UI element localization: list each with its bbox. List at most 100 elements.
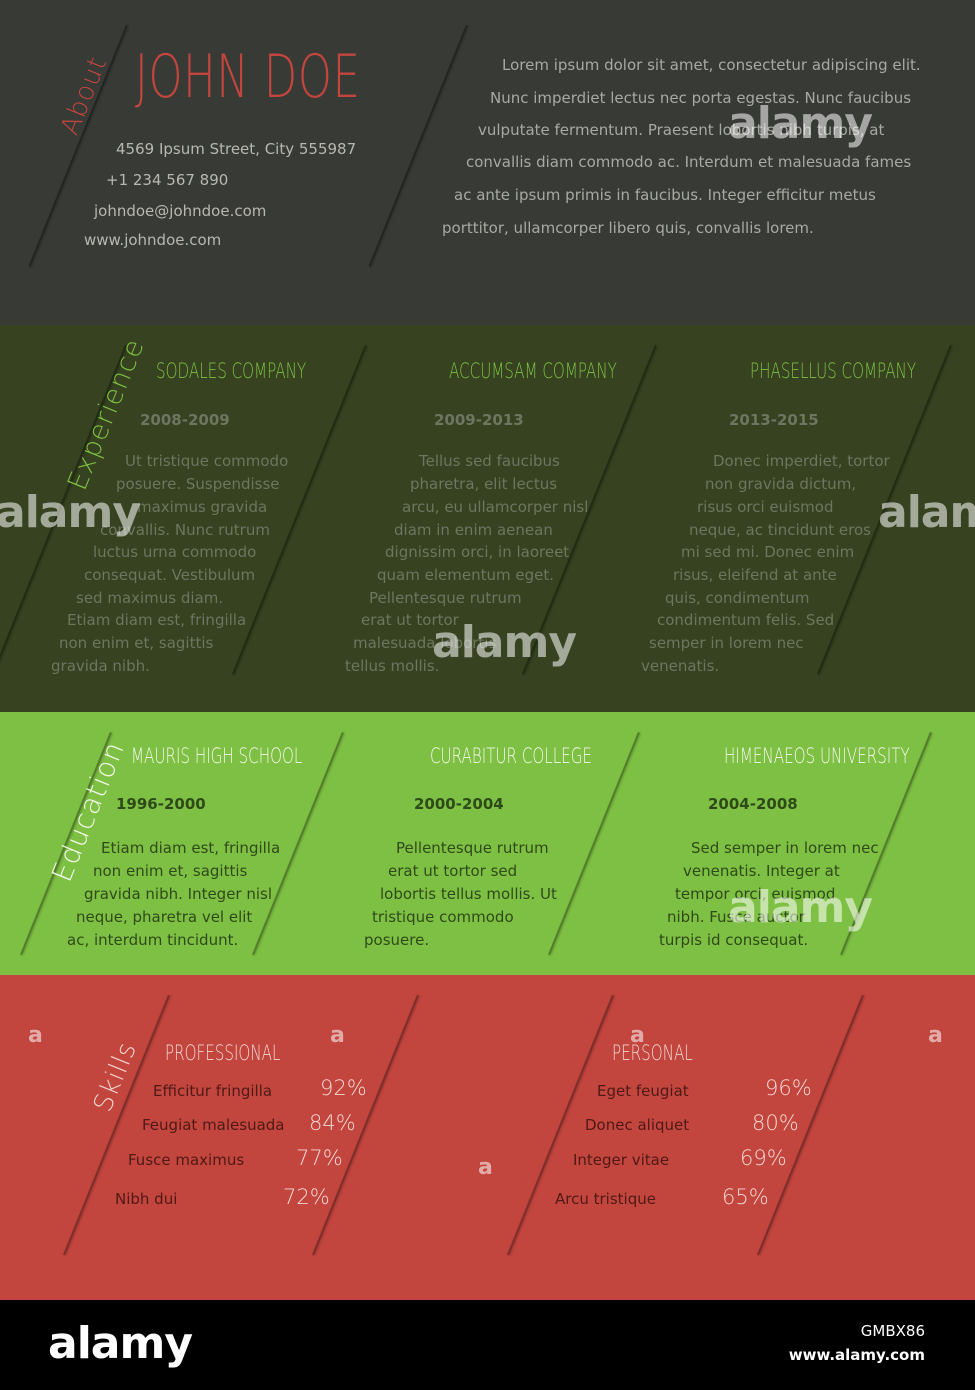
watermark-letter: a — [630, 1023, 645, 1048]
job-text-line: convallis. Nunc rutrum — [100, 521, 270, 539]
job-text-line: diam in enim aenean — [394, 521, 553, 539]
about-text-line: Nunc imperdiet lectus nec porta egestas.… — [490, 89, 912, 107]
site-url: www.alamy.com — [788, 1346, 925, 1364]
skill-label: Feugiat malesuada — [142, 1116, 285, 1134]
school-text-line: Sed semper in lorem nec — [691, 839, 879, 857]
watermark-letter: a — [330, 1023, 345, 1048]
skill-label: Arcu tristique — [555, 1190, 656, 1208]
job-title: SODALES COMPANY — [156, 359, 307, 383]
job-text-line: Etiam diam est, fringilla — [67, 611, 247, 629]
image-code: GMBX86 — [860, 1322, 925, 1340]
watermark-word: alamy — [0, 487, 141, 538]
about-text-line: convallis diam commodo ac. Interdum et m… — [466, 153, 912, 171]
watermark-word: alamy — [728, 882, 873, 933]
school-text-line: gravida nibh. Integer nisl — [84, 885, 273, 903]
school-text-line: erat ut tortor sed — [388, 862, 518, 880]
watermark-word: alamy — [878, 487, 975, 538]
about-text-line: Lorem ipsum dolor sit amet, consectetur … — [502, 56, 921, 74]
contact-phone: +1 234 567 890 — [106, 171, 229, 189]
school-text-line: neque, pharetra vel elit — [76, 908, 253, 926]
skill-value: 72% — [283, 1185, 330, 1209]
skill-label: Fusce maximus — [128, 1151, 245, 1169]
job-text-line: venenatis. — [641, 657, 720, 675]
about-text-line: vulputate fermentum. Praesent lobortis n… — [478, 121, 885, 139]
job-text-line: arcu, eu ullamcorper nisl — [402, 498, 589, 516]
job-text-line: Pellentesque rutrum — [369, 589, 522, 607]
job-text-line: consequat. Vestibulum — [84, 566, 256, 584]
skill-label: Eget feugiat — [597, 1082, 689, 1100]
contact-website: www.johndoe.com — [84, 231, 222, 249]
watermark-letter: a — [28, 1023, 43, 1048]
watermark-letter: a — [478, 1155, 493, 1180]
contact-email: johndoe@johndoe.com — [94, 202, 267, 220]
skill-value: 96% — [765, 1076, 812, 1100]
professional-skills-title: PROFESSIONAL — [165, 1041, 281, 1065]
job-text-line: Donec imperdiet, tortor — [713, 452, 890, 470]
job-text-line: sed maximus diam. — [76, 589, 224, 607]
job-text-line: gravida nibh. — [51, 657, 150, 675]
school-text-line: venenatis. Integer at — [683, 862, 840, 880]
job-years: 2013-2015 — [729, 411, 819, 429]
school-text-line: non enim et, sagittis — [93, 862, 248, 880]
job-text-line: erat ut tortor — [361, 611, 459, 629]
school-text-line: posuere. — [364, 931, 430, 949]
school-text-line: nibh. Fusce auctor — [667, 908, 805, 926]
job-text-line: tellus mollis. — [345, 657, 440, 675]
about-text-line: porttitor, ullamcorper libero quis, conv… — [442, 219, 814, 237]
job-text-line: maximus gravida — [137, 498, 268, 516]
job-text-line: quis, condimentum — [665, 589, 810, 607]
job-title: PHASELLUS COMPANY — [750, 359, 917, 383]
school-text-line: Etiam diam est, fringilla — [101, 839, 281, 857]
personal-skills-title: PERSONAL — [612, 1041, 693, 1065]
school-years: 1996-2000 — [116, 795, 206, 813]
skill-value: 65% — [722, 1185, 769, 1209]
job-text-line: mi sed mi. Donec enim — [681, 543, 855, 561]
school-title: MAURIS HIGH SCHOOL — [131, 744, 303, 768]
job-text-line: Tellus sed faucibus — [419, 452, 560, 470]
skill-value: 92% — [320, 1076, 367, 1100]
school-text-line: lobortis tellus mollis. Ut — [380, 885, 557, 903]
skills-section: Skills PROFESSIONAL Efficitur fringilla … — [0, 975, 975, 1300]
skill-value: 69% — [740, 1146, 787, 1170]
school-title: CURABITUR COLLEGE — [430, 744, 592, 768]
experience-heading: Experience — [62, 334, 151, 495]
skill-label: Donec aliquet — [585, 1116, 690, 1134]
job-text-line: quam elementum eget. — [377, 566, 554, 584]
skill-label: Nibh dui — [115, 1190, 178, 1208]
school-years: 2004-2008 — [708, 795, 798, 813]
skill-value: 84% — [309, 1111, 356, 1135]
stock-footer — [0, 1300, 975, 1390]
job-text-line: condimentum felis. Sed — [657, 611, 835, 629]
job-text-line: posuere. Suspendisse — [116, 475, 280, 493]
job-text-line: risus orci euismod — [697, 498, 834, 516]
person-name: JOHN DOE — [135, 42, 361, 112]
contact-address: 4569 Ipsum Street, City 555987 — [116, 140, 357, 158]
school-text-line: turpis id consequat. — [659, 931, 809, 949]
job-years: 2008-2009 — [140, 411, 230, 429]
skill-value: 77% — [296, 1146, 343, 1170]
education-section: Education MAURIS HIGH SCHOOL 1996-2000 E… — [0, 712, 975, 975]
watermark-word: alamy — [728, 98, 873, 149]
skill-label: Efficitur fringilla — [153, 1082, 273, 1100]
job-text-line: neque, ac tincidunt eros — [689, 521, 871, 539]
skill-label: Integer vitae — [573, 1151, 670, 1169]
job-years: 2009-2013 — [434, 411, 524, 429]
job-text-line: pharetra, elit lectus — [410, 475, 558, 493]
about-heading: About — [55, 52, 114, 140]
experience-section: Experience SODALES COMPANY 2008-2009 Ut … — [0, 325, 975, 712]
school-title: HIMENAEOS UNIVERSITY — [724, 744, 910, 768]
watermark-letter: a — [928, 1023, 943, 1048]
job-text-line: dignissim orci, in laoreet — [385, 543, 570, 561]
job-text-line: semper in lorem nec — [649, 634, 804, 652]
job-text-line: non gravida dictum, — [705, 475, 857, 493]
job-text-line: Ut tristique commodo — [125, 452, 289, 470]
skill-value: 80% — [752, 1111, 799, 1135]
school-text-line: ac, interdum tincidunt. — [67, 931, 239, 949]
school-text-line: tempor orci, euismod — [675, 885, 836, 903]
job-text-line: non enim et, sagittis — [59, 634, 214, 652]
school-text-line: tristique commodo — [372, 908, 514, 926]
school-text-line: Pellentesque rutrum — [396, 839, 549, 857]
job-text-line: luctus urna commodo — [93, 543, 257, 561]
school-years: 2000-2004 — [414, 795, 504, 813]
job-text-line: risus, eleifend at ante — [673, 566, 837, 584]
